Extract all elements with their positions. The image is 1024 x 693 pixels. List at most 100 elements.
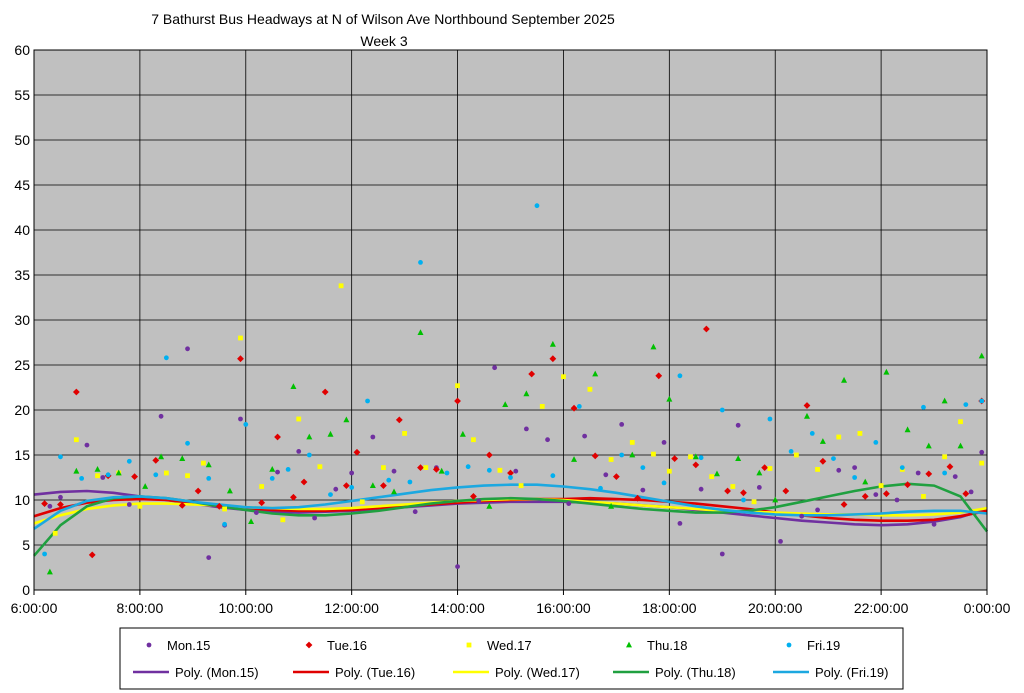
point-thu-18 [549, 340, 556, 347]
point-wed-17 [518, 483, 524, 488]
point-mon-15 [698, 486, 704, 492]
chart-subtitle: Week 3 [360, 33, 407, 49]
point-thu-18 [248, 518, 255, 524]
point-mon-15 [836, 467, 842, 473]
point-tue-16 [41, 500, 48, 507]
point-wed-17 [751, 499, 757, 505]
point-tue-16 [702, 325, 710, 333]
point-fri-19 [105, 472, 111, 478]
legend-label-mon-15: Mon.15 [167, 638, 210, 653]
point-wed-17 [455, 383, 460, 389]
point-mon-15 [158, 413, 164, 419]
point-mon-15 [719, 551, 725, 557]
y-tick-label: 50 [14, 132, 30, 148]
point-mon-15 [582, 433, 588, 439]
point-tue-16 [432, 466, 440, 473]
point-mon-15 [756, 485, 762, 490]
point-wed-17 [497, 467, 503, 473]
y-tick-label: 25 [14, 357, 30, 373]
series-fri-19 [42, 203, 985, 557]
point-mon-15 [566, 501, 572, 506]
y-tick-label: 55 [14, 87, 30, 103]
point-fri-19 [42, 551, 47, 557]
legend-marker-thu-18 [626, 641, 632, 648]
point-fri-19 [126, 458, 132, 464]
point-tue-16 [925, 470, 933, 478]
legend-label-wed-17: Wed.17 [487, 638, 532, 653]
point-tue-16 [692, 461, 700, 469]
point-thu-18 [115, 469, 122, 476]
y-tick-label: 60 [14, 42, 30, 58]
x-tick-label: 6:00:00 [11, 600, 58, 616]
point-wed-17 [730, 484, 736, 489]
point-mon-15 [492, 365, 498, 371]
point-fri-19 [741, 497, 746, 503]
point-tue-16 [454, 397, 461, 405]
point-mon-15 [931, 521, 937, 527]
point-mon-15 [238, 416, 243, 422]
point-fri-19 [899, 465, 905, 470]
series-tue-16 [41, 325, 986, 559]
point-thu-18 [327, 430, 334, 437]
point-mon-15 [58, 494, 63, 500]
point-thu-18 [343, 416, 350, 423]
point-mon-15 [476, 498, 482, 504]
legend-label-poly-fri-19: Poly. (Fri.19) [815, 665, 888, 680]
point-wed-17 [709, 474, 715, 479]
point-thu-18 [862, 478, 869, 485]
x-tick-label: 22:00:00 [854, 600, 909, 616]
point-thu-18 [46, 568, 53, 575]
point-thu-18 [608, 502, 615, 509]
point-fri-19 [677, 373, 683, 379]
point-mon-15 [185, 346, 190, 352]
point-tue-16 [72, 388, 80, 396]
point-mon-15 [47, 503, 53, 509]
point-tue-16 [88, 551, 96, 559]
point-mon-15 [100, 475, 106, 480]
point-mon-15 [391, 468, 397, 474]
point-wed-17 [338, 283, 344, 289]
chart-title: 7 Bathurst Bus Headways at N of Wilson A… [151, 11, 615, 27]
point-mon-15 [815, 507, 820, 513]
point-fri-19 [640, 465, 646, 470]
point-fri-19 [418, 260, 423, 265]
point-wed-17 [767, 466, 773, 471]
point-tue-16 [612, 473, 620, 480]
point-tue-16 [724, 487, 731, 495]
point-fri-19 [788, 449, 794, 454]
point-tue-16 [485, 451, 493, 459]
point-mon-15 [84, 442, 90, 448]
point-mon-15 [523, 426, 529, 432]
point-thu-18 [803, 412, 810, 419]
point-tue-16 [290, 493, 297, 501]
point-fri-19 [79, 476, 85, 481]
point-fri-19 [349, 485, 355, 490]
point-tue-16 [840, 501, 848, 508]
x-axis-ticks: 6:00:00 8:00:00 10:00:00 12:00:00 14:00:00 16… [11, 590, 1011, 616]
y-tick-label: 0 [22, 582, 30, 598]
point-mon-15 [852, 465, 858, 470]
point-wed-17 [238, 335, 243, 341]
point-mon-15 [349, 470, 355, 476]
point-wed-17 [185, 473, 190, 479]
point-tue-16 [470, 493, 477, 500]
point-fri-19 [698, 455, 704, 461]
x-tick-label: 8:00:00 [117, 600, 164, 616]
point-tue-16 [904, 481, 911, 489]
point-mon-15 [640, 487, 646, 493]
point-thu-18 [925, 442, 932, 449]
point-fri-19 [598, 485, 603, 491]
point-fri-19 [486, 467, 492, 473]
series-mon-15 [47, 346, 985, 569]
point-tue-16 [671, 455, 679, 462]
trendline-poly-fri-19 [33, 483, 988, 530]
point-thu-18 [438, 467, 445, 474]
point-thu-18 [179, 455, 186, 461]
point-mon-15 [513, 468, 519, 474]
point-tue-16 [946, 463, 954, 471]
point-thu-18 [713, 470, 720, 477]
point-tue-16 [819, 457, 827, 465]
point-thu-18 [735, 455, 742, 461]
x-tick-label: 18:00:00 [642, 600, 697, 616]
